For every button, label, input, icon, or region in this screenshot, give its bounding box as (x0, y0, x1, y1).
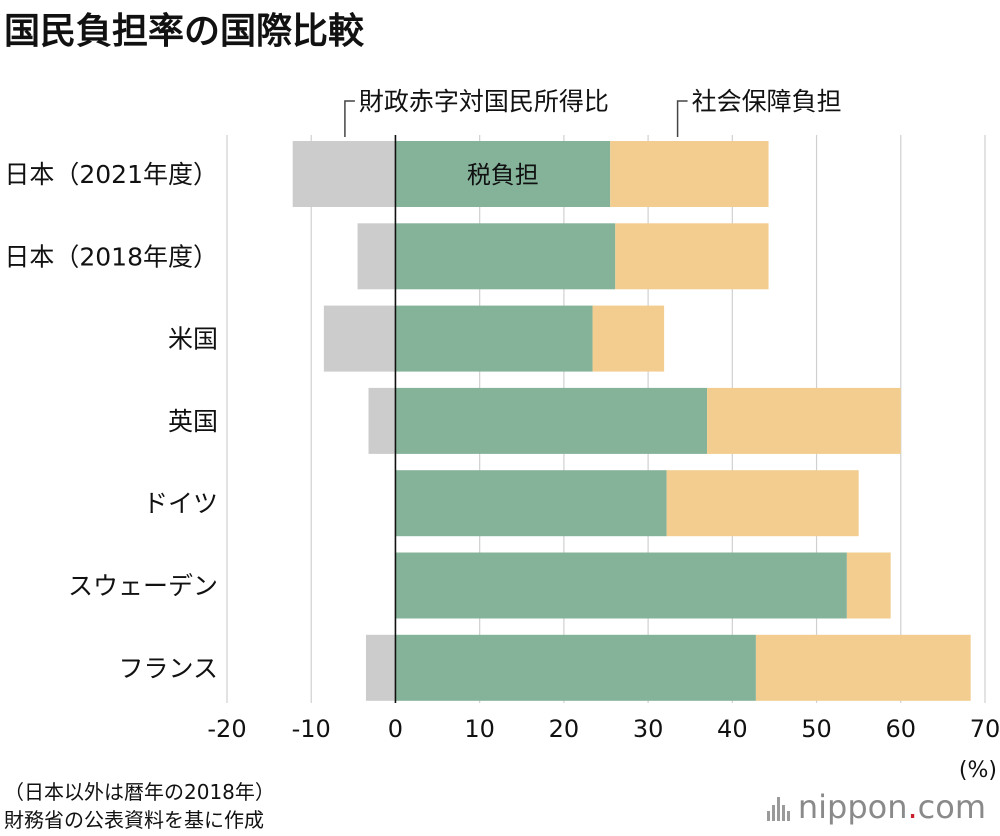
social-security-bar (615, 223, 769, 290)
category-label: 米国 (168, 325, 218, 354)
category-label: フランス (118, 654, 218, 683)
x-tick-label: -10 (292, 715, 331, 743)
category-label: スウェーデン (68, 572, 218, 601)
x-tick-label: 30 (633, 715, 664, 743)
deficit-bar (365, 634, 396, 701)
deficit-annotation: 財政赤字対国民所得比 (359, 87, 609, 116)
tax-bar (395, 223, 616, 290)
deficit-bar (357, 223, 396, 290)
tax-bar (395, 470, 667, 537)
x-tick-label: 50 (801, 715, 832, 743)
x-tick-label: 0 (388, 715, 403, 743)
nippon-logo: nippon.com (766, 788, 986, 826)
x-tick-label: 70 (970, 715, 1000, 743)
social-leader-line (676, 100, 688, 137)
deficit-leader-line (344, 100, 355, 137)
tax-bar (395, 305, 593, 372)
social-security-bar (755, 634, 971, 701)
social-security-bar (592, 305, 665, 372)
deficit-bar (292, 141, 396, 207)
note-source: 財務省の公表資料を基に作成 (4, 808, 264, 832)
tax-annotation: 税負担 (467, 161, 539, 189)
x-tick-label: -20 (207, 715, 246, 743)
deficit-bar (368, 387, 396, 454)
chart-title: 国民負担率の国際比較 (4, 11, 365, 52)
logo-mark-icon (766, 793, 790, 821)
x-tick-label: 10 (464, 715, 495, 743)
tax-bar (395, 387, 708, 454)
x-tick-label: 60 (886, 715, 917, 743)
x-tick-label: 20 (549, 715, 580, 743)
social-annotation: 社会保障負担 (692, 87, 842, 116)
social-security-bar (666, 470, 859, 537)
tax-bar (395, 141, 611, 207)
tax-bar (395, 634, 756, 701)
social-security-bar (846, 552, 891, 619)
x-tick-label: 40 (717, 715, 748, 743)
note-year: （日本以外は暦年の2018年） (4, 780, 275, 804)
category-label: 日本（2021年度） (4, 160, 218, 189)
social-security-bar (707, 387, 901, 454)
logo-text: nippon (797, 788, 908, 826)
category-label: 日本（2018年度） (4, 242, 218, 271)
logo-suffix: com (917, 788, 986, 826)
category-label: ドイツ (143, 489, 218, 518)
x-unit-label: (%) (959, 758, 997, 783)
tax-bar (395, 552, 847, 619)
deficit-bar (323, 305, 396, 372)
category-label: 英国 (168, 407, 218, 436)
logo-dot: . (907, 788, 918, 826)
social-security-bar (610, 141, 769, 207)
